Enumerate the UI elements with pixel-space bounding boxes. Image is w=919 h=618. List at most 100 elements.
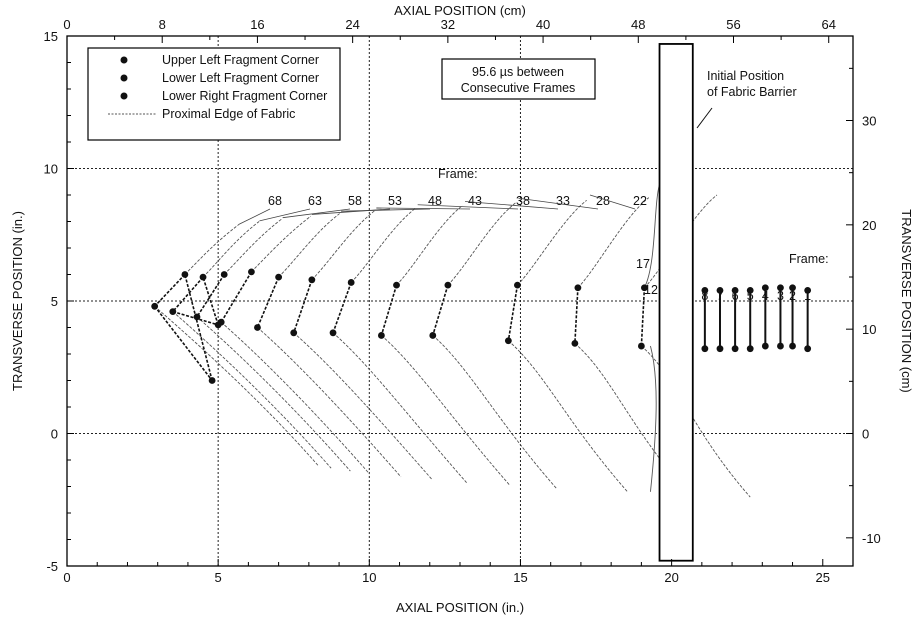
early-frame-label-4: 4 <box>762 289 769 303</box>
frame-label-58: 58 <box>348 194 362 208</box>
fragment-edge-28 <box>432 284 449 336</box>
lower-left-corner-68 <box>151 302 159 310</box>
frame-interval-note: 95.6 µs between Consecutive Frames <box>441 58 596 100</box>
y-tick-label-left: 10 <box>44 162 58 177</box>
frame-header-right: Frame: <box>789 252 829 266</box>
frame-label-22: 22 <box>633 194 647 208</box>
frame-leader-33 <box>465 201 559 210</box>
fragment-edge-43 <box>292 279 313 334</box>
fabric-edge-lower <box>257 327 402 478</box>
fabric-barrier <box>658 43 694 562</box>
legend-marker-lower-left <box>120 74 128 82</box>
early-frame-label-2: 2 <box>789 289 796 303</box>
barrier-rect <box>658 43 694 562</box>
fabric-edge-lower <box>293 332 433 481</box>
fabric-edge-upper <box>396 205 463 286</box>
early-frame-label-3: 3 <box>777 289 784 303</box>
early-frame-label-8: 8 <box>701 289 708 303</box>
y-tick-label-left: 15 <box>44 29 58 44</box>
fabric-edge-upper <box>447 202 516 286</box>
early-frame-label-5: 5 <box>747 289 754 303</box>
barrier-pointer-line <box>696 107 713 129</box>
frame-label-63: 63 <box>308 194 322 208</box>
x-tick-label-top: 40 <box>536 17 550 32</box>
lower-left-corner-63 <box>169 308 177 315</box>
y-tick-label-right: 0 <box>862 427 869 442</box>
frame-label-38: 38 <box>516 194 530 208</box>
y-tick-label-right: 10 <box>862 322 876 337</box>
early-upper-corner-3 <box>777 284 784 292</box>
x-tick-label-top: 32 <box>441 17 455 32</box>
x-tick-label-bottom: 15 <box>513 570 527 585</box>
fragment-edge-17 <box>574 287 579 344</box>
fabric-edge-upper <box>223 218 283 275</box>
lower-left-corner-22 <box>504 337 512 345</box>
frame-label-17: 17 <box>636 257 650 271</box>
fragment-edge-22 <box>507 284 519 341</box>
y-tick-label-left: 5 <box>51 294 58 309</box>
y-axis-title-left: TRANSVERSE POSITION (in.) <box>10 211 25 391</box>
early-lower-corner-8 <box>701 345 709 353</box>
legend-label-lower-left: Lower Left Fragment Corner <box>162 71 319 85</box>
x-axis-title-bottom: AXIAL POSITION (in.) <box>396 600 524 615</box>
frame-label-68: 68 <box>268 194 282 208</box>
legend-label-fabric-edge: Proximal Edge of Fabric <box>162 107 295 121</box>
fragment-bottom-edge-68 <box>154 305 213 381</box>
fabric-edge-upper <box>184 223 240 275</box>
x-tick-label-top: 56 <box>726 17 740 32</box>
frame-label-28: 28 <box>596 194 610 208</box>
fabric-edge-upper <box>278 213 340 278</box>
early-lower-corner-1 <box>804 345 812 353</box>
lower-left-corner-28 <box>429 332 437 339</box>
fragment-markers <box>151 268 812 384</box>
early-upper-corner-2 <box>789 284 796 292</box>
fragment-edge-38 <box>332 282 352 334</box>
fabric-edge-lower <box>172 311 332 469</box>
fabric-edge-lower <box>432 335 557 489</box>
x-tick-label-top: 64 <box>821 17 835 32</box>
x-tick-label-bottom: 20 <box>664 570 678 585</box>
upper-left-corner-48 <box>275 273 283 281</box>
x-tick-label-bottom: 5 <box>215 570 222 585</box>
early-frame-label-1: 1 <box>804 289 811 303</box>
fabric-edge-lower-contact <box>650 345 657 492</box>
y-tick-label-right: 20 <box>862 218 876 233</box>
lower-left-corner-33 <box>378 332 385 339</box>
upper-left-corner-58 <box>220 271 228 278</box>
fabric-edge-lower <box>154 305 319 466</box>
early-upper-corner-5 <box>746 287 754 294</box>
fabric-edge-lower <box>641 345 751 498</box>
x-tick-label-bottom: 10 <box>362 570 376 585</box>
early-upper-corner-7 <box>716 287 724 294</box>
x-axis-title-top: AXIAL POSITION (cm) <box>394 3 526 18</box>
frame-leader-28 <box>518 197 599 210</box>
fabric-edge-upper <box>517 199 587 286</box>
fabric-edge-upper <box>311 210 375 281</box>
fragment-right-edge-68 <box>184 274 213 381</box>
early-upper-corner-4 <box>761 284 769 292</box>
frame-leader-38 <box>417 204 519 210</box>
upper-left-corner-17 <box>574 284 582 292</box>
upper-left-corner-28 <box>444 281 452 289</box>
y-tick-label-right: -10 <box>862 531 881 546</box>
fabric-edge-upper-contact <box>644 184 660 288</box>
frame-leader-53 <box>311 208 391 215</box>
frame-leader-48 <box>341 208 431 212</box>
grid-lines <box>67 36 853 566</box>
frame-label-43: 43 <box>468 194 482 208</box>
upper-left-corner-53 <box>248 268 255 276</box>
frame-leader-63 <box>259 208 311 222</box>
fragment-edge-68 <box>154 273 186 307</box>
legend-marker-upper-left <box>120 56 128 64</box>
early-lower-corner-4 <box>761 342 769 350</box>
upper-left-corner-12 <box>641 284 648 292</box>
y-tick-label-right: 30 <box>862 114 876 129</box>
early-lower-corner-6 <box>731 345 739 353</box>
early-lower-corner-7 <box>716 345 724 353</box>
lower-left-corner-58 <box>193 313 201 321</box>
fragment-edge-33 <box>380 284 398 336</box>
fabric-edge-lower <box>332 332 467 483</box>
